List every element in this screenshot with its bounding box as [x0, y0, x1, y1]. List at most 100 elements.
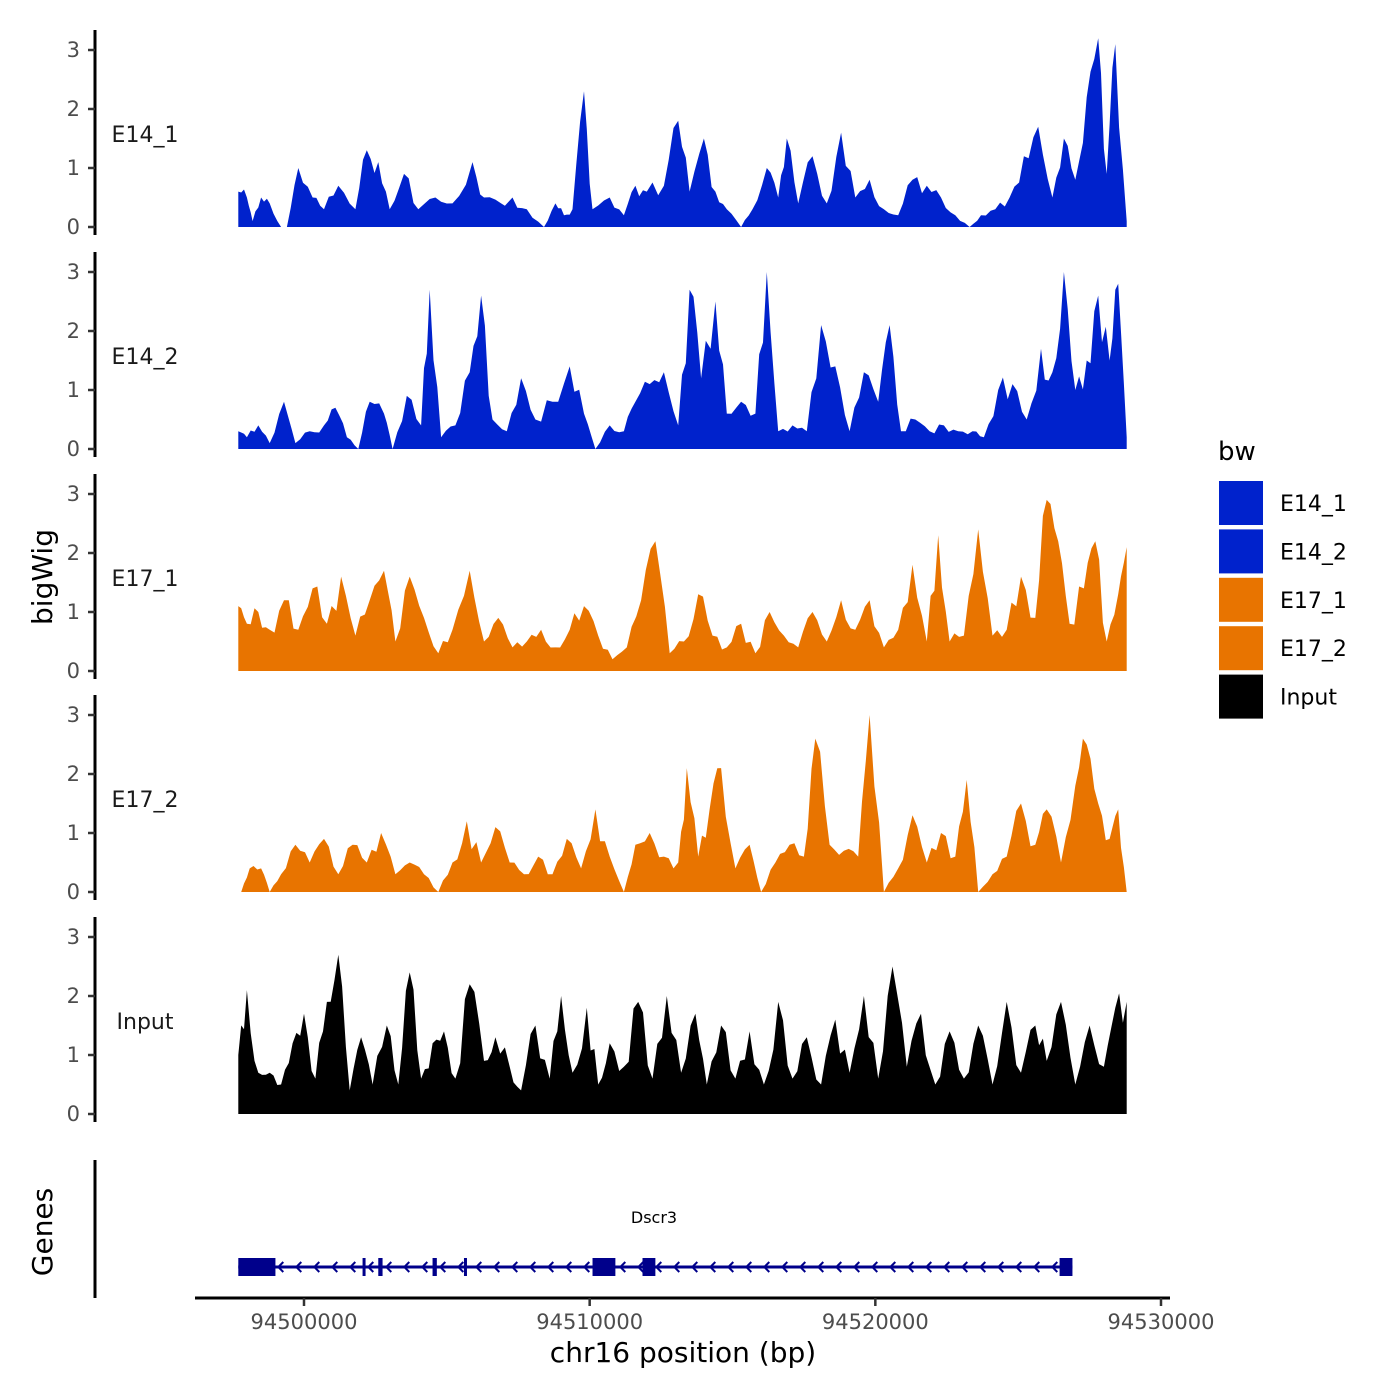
- strand-arrow: [492, 1261, 501, 1273]
- strand-arrow: [564, 1261, 573, 1273]
- strand-arrow: [780, 1261, 789, 1273]
- strand-arrow: [906, 1261, 915, 1273]
- strand-arrow: [726, 1261, 735, 1273]
- strand-arrow: [834, 1261, 843, 1273]
- track-E17_1: 0 1 2 3 E17_1: [67, 474, 1127, 683]
- track-E14_2: 0 1 2 3 E14_2: [67, 252, 1127, 461]
- track-label: E14_1: [112, 123, 179, 148]
- strand-arrow: [474, 1261, 483, 1273]
- y-tick-label: 3: [67, 703, 80, 727]
- track-Input: 0 1 2 3 Input: [67, 917, 1127, 1126]
- strand-arrow: [978, 1261, 987, 1273]
- strand-arrow: [870, 1261, 879, 1273]
- y-tick-label: 1: [67, 600, 80, 624]
- strand-arrow: [672, 1261, 681, 1273]
- coverage-area-Input: [238, 954, 1127, 1114]
- x-tick-label: 94520000: [822, 1310, 929, 1334]
- gene-name-label: Dscr3: [631, 1208, 677, 1227]
- y-tick-label: 0: [67, 659, 80, 683]
- strand-arrow: [942, 1261, 951, 1273]
- y-tick-label: 1: [67, 1043, 80, 1067]
- gene-exon: [592, 1258, 616, 1276]
- gene-exon: [432, 1258, 437, 1276]
- legend-label-E17_1: E17_1: [1280, 589, 1347, 614]
- track-label: E17_2: [112, 788, 179, 813]
- strand-arrow: [546, 1261, 555, 1273]
- legend-label-E14_1: E14_1: [1280, 492, 1347, 517]
- strand-arrow: [348, 1261, 357, 1273]
- legend-swatch-Input: [1219, 674, 1263, 719]
- strand-arrow: [402, 1261, 411, 1273]
- y-tick-label: 1: [67, 156, 80, 180]
- strand-arrow: [924, 1261, 933, 1273]
- y-tick-label: 0: [67, 880, 80, 904]
- x-axis-title: chr16 position (bp): [550, 1336, 816, 1369]
- legend-label-E17_2: E17_2: [1280, 637, 1347, 662]
- y-tick-label: 3: [67, 925, 80, 949]
- gene-exon: [378, 1258, 383, 1276]
- strand-arrow: [852, 1261, 861, 1273]
- strand-arrow: [510, 1261, 519, 1273]
- strand-arrow: [888, 1261, 897, 1273]
- y-tick-label: 2: [67, 97, 80, 121]
- strand-arrow: [1032, 1261, 1041, 1273]
- coverage-area-E17_1: [238, 499, 1127, 671]
- strand-arrow: [960, 1261, 969, 1273]
- y-tick-label: 2: [67, 319, 80, 343]
- y-tick-label: 1: [67, 378, 80, 402]
- legend-swatch-E14_1: [1219, 481, 1263, 525]
- y-tick-label: 3: [67, 482, 80, 506]
- strand-arrow: [438, 1261, 447, 1273]
- coverage-area-E17_2: [241, 715, 1127, 892]
- y-tick-label: 3: [67, 38, 80, 62]
- x-tick-label: 94500000: [251, 1310, 358, 1334]
- strand-arrow: [708, 1261, 717, 1273]
- y-axis-title: bigWig: [26, 529, 59, 625]
- strand-arrow: [996, 1261, 1005, 1273]
- legend-swatch-E17_1: [1219, 577, 1263, 622]
- strand-arrow: [1014, 1261, 1023, 1273]
- y-tick-label: 2: [67, 541, 80, 565]
- coverage-area-E14_2: [238, 272, 1127, 449]
- strand-arrow: [294, 1261, 303, 1273]
- strand-arrow: [762, 1261, 771, 1273]
- y-tick-label: 2: [67, 984, 80, 1008]
- track-label: Input: [117, 1010, 174, 1035]
- strand-arrow: [384, 1261, 393, 1273]
- strand-arrow: [312, 1261, 321, 1273]
- legend: bw E14_1 E14_2 E17_1 E17_2 Input: [1218, 437, 1347, 719]
- x-axis: 94500000 94510000 94520000 94530000: [195, 1296, 1215, 1334]
- y-tick-label: 0: [67, 215, 80, 239]
- x-tick-label: 94530000: [1108, 1310, 1215, 1334]
- legend-label-E14_2: E14_2: [1280, 540, 1347, 565]
- strand-arrow: [798, 1261, 807, 1273]
- genes-panel: Genes Dscr3: [26, 1160, 1073, 1298]
- y-tick-label: 3: [67, 260, 80, 284]
- strand-arrow: [816, 1261, 825, 1273]
- gene-exon: [238, 1258, 276, 1276]
- gene-exon: [642, 1258, 656, 1276]
- x-tick-label: 94510000: [536, 1310, 643, 1334]
- gene-exon: [1059, 1258, 1073, 1276]
- strand-arrow: [528, 1261, 537, 1273]
- gene-model: [238, 1258, 1073, 1276]
- y-tick-label: 0: [67, 1102, 80, 1126]
- strand-arrow: [636, 1261, 645, 1273]
- strand-arrow: [420, 1261, 429, 1273]
- track-E17_2: 0 1 2 3 E17_2: [67, 695, 1127, 904]
- genes-track-label: Genes: [26, 1188, 59, 1276]
- y-tick-label: 2: [67, 762, 80, 786]
- legend-label-Input: Input: [1280, 686, 1337, 711]
- strand-arrow: [456, 1261, 465, 1273]
- track-label: E17_1: [112, 567, 179, 592]
- y-tick-label: 0: [67, 437, 80, 461]
- legend-title: bw: [1218, 437, 1256, 467]
- legend-swatch-E14_2: [1219, 529, 1263, 574]
- coverage-area-E14_1: [238, 38, 1127, 228]
- strand-arrow: [276, 1261, 285, 1273]
- track-E14_1: 0 1 2 3 E14_1: [67, 30, 1127, 239]
- strand-arrow: [1050, 1261, 1059, 1273]
- legend-swatch-E17_2: [1219, 626, 1263, 671]
- strand-arrow: [582, 1261, 591, 1273]
